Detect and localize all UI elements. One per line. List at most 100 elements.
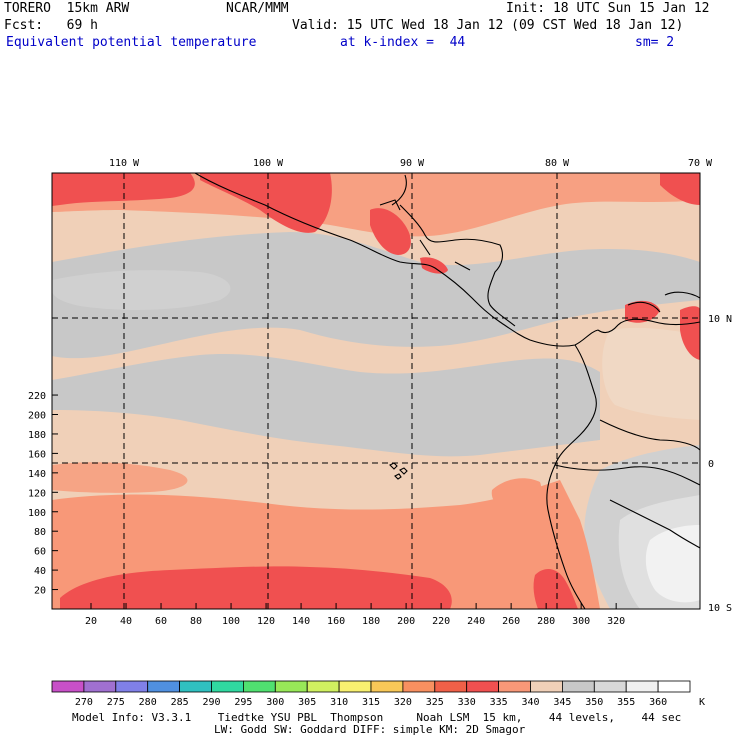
x-tick-label: 40 <box>120 616 132 627</box>
field-name: Equivalent potential temperature <box>6 35 257 50</box>
graticule <box>52 173 700 609</box>
y-tick-label: 140 <box>28 469 46 480</box>
init-time: Init: 18 UTC Sun 15 Jan 12 <box>506 1 710 16</box>
x-tick-label: 200 <box>397 616 415 627</box>
level-info: at k-index = 44 <box>340 35 466 50</box>
forecast-hour: Fcst: 69 h <box>4 18 98 33</box>
legend-value: 285 <box>171 697 189 708</box>
x-tick-label: 260 <box>502 616 520 627</box>
model-info-line1: Model Info: V3.3.1 Tiedtke YSU PBL Thomp… <box>72 711 682 724</box>
legend-swatch <box>466 680 500 693</box>
x-tick-label: 160 <box>327 616 345 627</box>
legend-unit: K <box>699 697 705 708</box>
legend-value: 345 <box>553 697 571 708</box>
x-tick-label: 120 <box>257 616 275 627</box>
plot-frame <box>51 172 701 610</box>
lon-label-80w: 80 W <box>545 158 570 169</box>
legend-value: 275 <box>107 697 125 708</box>
legend-value: 350 <box>585 697 603 708</box>
lat-label-10n: 10 N <box>708 314 732 325</box>
center-name: NCAR/MMM <box>226 1 289 16</box>
ecuador-peru-border <box>554 464 701 486</box>
legend-value: 355 <box>617 697 635 708</box>
legend-swatch <box>211 680 244 693</box>
y-tick-label: 40 <box>34 566 46 577</box>
red-patch-caribbean <box>625 300 660 323</box>
red-patch-venezuela <box>680 306 700 360</box>
legend-value: 310 <box>330 697 348 708</box>
red-patch-guatemala <box>370 208 411 255</box>
legend-value: 325 <box>426 697 444 708</box>
legend-value: 280 <box>139 697 157 708</box>
y-tick-label: 20 <box>34 586 46 597</box>
y-tick-label: 180 <box>28 430 46 441</box>
gray-band-north <box>52 232 700 359</box>
lon-label-90w: 90 W <box>400 158 425 169</box>
x-tick-label: 60 <box>155 616 167 627</box>
salmon-patch-sw <box>52 462 188 493</box>
legend-value: 360 <box>649 697 667 708</box>
pacific-coast-central-america <box>194 172 599 347</box>
red-patch-nw <box>52 173 195 206</box>
y-tick-label: 60 <box>34 547 46 558</box>
y-axis-ticks: 220 200 180 160 140 120 100 80 60 40 20 <box>28 391 58 597</box>
legend-value: 300 <box>266 697 284 708</box>
legend-value: 335 <box>490 697 508 708</box>
model-name: TORERO 15km ARW <box>4 1 130 16</box>
legend-colorbar <box>51 680 691 693</box>
x-tick-label: 240 <box>467 616 485 627</box>
legend-swatch <box>115 680 149 693</box>
x-tick-label: 280 <box>537 616 555 627</box>
x-tick-label: 80 <box>190 616 202 627</box>
x-tick-label: 20 <box>85 616 97 627</box>
legend-value: 305 <box>298 697 316 708</box>
legend-swatch <box>51 680 85 693</box>
legend-swatch <box>242 680 276 693</box>
y-tick-label: 100 <box>28 508 46 519</box>
x-axis-ticks: 20 40 60 80 100 120 140 160 180 200 220 240 260 280 30… <box>85 603 625 627</box>
gray-patch-nw <box>52 270 231 310</box>
lon-label-70w: 70 W <box>688 158 713 169</box>
caribbean-coast-colombia <box>597 318 701 334</box>
legend-swatch <box>562 680 595 693</box>
lon-label-110w: 110 W <box>109 158 140 169</box>
colombia-border <box>599 419 701 451</box>
y-tick-label: 200 <box>28 411 46 422</box>
model-info-line2: LW: Godd SW: Goddard DIFF: simple KM: 2D… <box>214 723 526 736</box>
legend-labels: 270 275 280 285 290 295 300 305 310 315 320 325 330 3… <box>75 697 667 708</box>
country-borders-central-america <box>379 199 471 271</box>
legend-swatch <box>498 680 531 693</box>
yucatan-coast <box>391 174 407 206</box>
lat-label-10s: 10 S <box>708 603 732 614</box>
x-tick-label: 180 <box>362 616 380 627</box>
legend-swatch <box>338 680 372 693</box>
red-patch-ne <box>660 173 700 205</box>
legend-swatch <box>274 680 308 693</box>
legend-swatch <box>625 680 659 693</box>
y-tick-label: 220 <box>28 391 46 402</box>
legend-swatch <box>179 680 212 693</box>
legend-value: 340 <box>521 697 539 708</box>
legend-value: 320 <box>394 697 412 708</box>
island-hispaniola <box>627 301 661 313</box>
legend-swatch <box>147 680 180 693</box>
red-patch-mexico <box>200 173 332 233</box>
lon-label-100w: 100 W <box>253 158 284 169</box>
pale-region-east <box>602 327 700 420</box>
salmon-band-north <box>52 173 700 237</box>
legend-swatch <box>370 680 404 693</box>
legend-swatch <box>530 680 563 693</box>
red-patch-peru <box>533 568 578 609</box>
peru-brazil-border <box>609 499 701 549</box>
legend-swatch <box>657 680 691 693</box>
gray-band-south <box>52 353 600 457</box>
coastlines <box>194 172 701 610</box>
x-tick-label: 300 <box>572 616 590 627</box>
legend-value: 290 <box>202 697 220 708</box>
theta-e-field <box>52 173 700 609</box>
x-tick-label: 100 <box>222 616 240 627</box>
legend-swatch <box>434 680 468 693</box>
legend-swatch <box>402 680 436 693</box>
legend-swatch <box>83 680 117 693</box>
